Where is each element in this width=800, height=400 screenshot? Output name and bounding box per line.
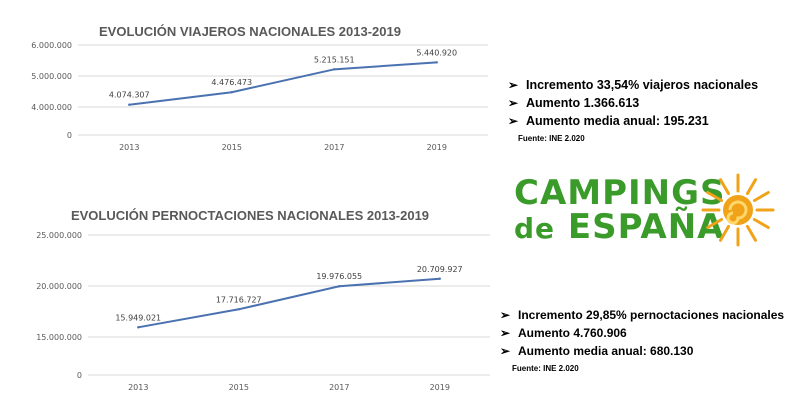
sun-ray (719, 178, 730, 196)
series-line (138, 277, 440, 329)
arrow-bullet-icon: ➢ (500, 326, 511, 340)
x-tick-label: 2017 (329, 383, 349, 392)
data-label: 5.440.920 (416, 48, 457, 57)
x-tick-label: 2019 (427, 143, 447, 152)
summary-text: Incremento 29,85% pernoctaciones naciona… (518, 308, 785, 322)
x-tick-label: 2017 (324, 143, 344, 152)
sun-ray (706, 218, 724, 229)
series-line (129, 61, 437, 106)
y-tick-label: 15.000.000 (36, 333, 82, 342)
chart-title: EVOLUCIÓN PERNOCTACIONES NACIONALES 2013… (70, 208, 430, 223)
summary-text: Incremento 33,54% viajeros nacionales (526, 78, 759, 92)
y-tick-label: 20.000.000 (36, 282, 82, 291)
data-label: 17.716.727 (216, 295, 262, 304)
data-label: 4.074.307 (109, 91, 150, 100)
source-note: Fuente: INE 2.020 (512, 364, 579, 373)
x-tick-label: 2019 (430, 383, 450, 392)
y-tick-label: 6.000.000 (31, 41, 72, 50)
y-tick-label: 5.000.000 (31, 72, 72, 81)
x-tick-label: 2013 (119, 143, 139, 152)
data-point (230, 91, 233, 94)
summary-item: ➢ Aumento media anual: 195.231 (508, 112, 758, 130)
pernoctaciones-chart: EVOLUCIÓN PERNOCTACIONES NACIONALES 2013… (0, 200, 500, 400)
summary-item: ➢ Incremento 33,54% viajeros nacionales (508, 76, 758, 94)
summary-text: Aumento media anual: 680.130 (518, 344, 694, 358)
data-point (333, 68, 336, 71)
x-tick-label: 2015 (229, 383, 249, 392)
data-point (338, 285, 341, 288)
data-label: 15.949.021 (115, 313, 161, 322)
data-point (438, 277, 441, 280)
pernoctaciones-chart-svg: 0 15.000.000 20.000.000 25.000.000 2013 2015 2… (36, 231, 490, 392)
summary-item: ➢ Aumento 4.760.906 (500, 324, 784, 342)
logo-line1: CAMPINGS (514, 173, 726, 213)
y-tick-label: 25.000.000 (36, 231, 82, 240)
data-label: 19.976.055 (316, 272, 362, 281)
summary-text: Aumento media anual: 195.231 (526, 114, 709, 128)
summary-item: ➢ Aumento media anual: 680.130 (500, 342, 784, 360)
data-point (128, 103, 131, 106)
sun-ray (706, 191, 724, 202)
sun-ray (752, 218, 770, 229)
data-point (237, 308, 240, 311)
data-point (435, 61, 438, 64)
logo-de: de (514, 212, 556, 245)
summary-text: Aumento 1.366.613 (526, 96, 640, 110)
viajeros-chart: EVOLUCIÓN VIAJEROS NACIONALES 2013-2019 … (0, 0, 500, 160)
x-tick-label: 2015 (222, 143, 242, 152)
sun-ray (746, 224, 757, 242)
sun-ray (746, 178, 757, 196)
chart-title: EVOLUCIÓN VIAJEROS NACIONALES 2013-2019 (99, 24, 401, 39)
y-tick-label: 0 (77, 371, 82, 380)
arrow-bullet-icon: ➢ (500, 308, 511, 322)
logo-espana: ESPAÑA (567, 207, 725, 247)
sun-icon (701, 173, 775, 247)
x-tick-label: 2013 (128, 383, 148, 392)
sun-ray (719, 224, 730, 242)
data-label: 20.709.927 (417, 265, 463, 274)
arrow-bullet-icon: ➢ (508, 78, 519, 92)
data-point (137, 326, 140, 329)
summary-item: ➢ Incremento 29,85% pernoctaciones nacio… (500, 306, 784, 324)
pernoctaciones-summary: ➢ Incremento 29,85% pernoctaciones nacio… (500, 306, 784, 373)
viajeros-summary: ➢ Incremento 33,54% viajeros nacionales … (508, 76, 758, 143)
arrow-bullet-icon: ➢ (500, 344, 511, 358)
arrow-bullet-icon: ➢ (508, 114, 519, 128)
data-label: 4.476.473 (211, 78, 252, 87)
logo-line2: de ESPAÑA (514, 210, 724, 244)
campings-de-espana-logo: CAMPINGS de ESPAÑA (508, 170, 778, 250)
data-label: 5.215.151 (314, 55, 355, 64)
viajeros-chart-svg: 0 4.000.000 5.000.000 6.000.000 2013 2015 2017… (31, 41, 488, 152)
source-note: Fuente: INE 2.020 (518, 134, 585, 143)
summary-text: Aumento 4.760.906 (518, 326, 627, 340)
summary-item: ➢ Aumento 1.366.613 (508, 94, 758, 112)
arrow-bullet-icon: ➢ (508, 96, 519, 110)
y-tick-label: 4.000.000 (31, 103, 72, 112)
sun-ray (752, 191, 770, 202)
y-tick-label: 0 (67, 131, 72, 140)
